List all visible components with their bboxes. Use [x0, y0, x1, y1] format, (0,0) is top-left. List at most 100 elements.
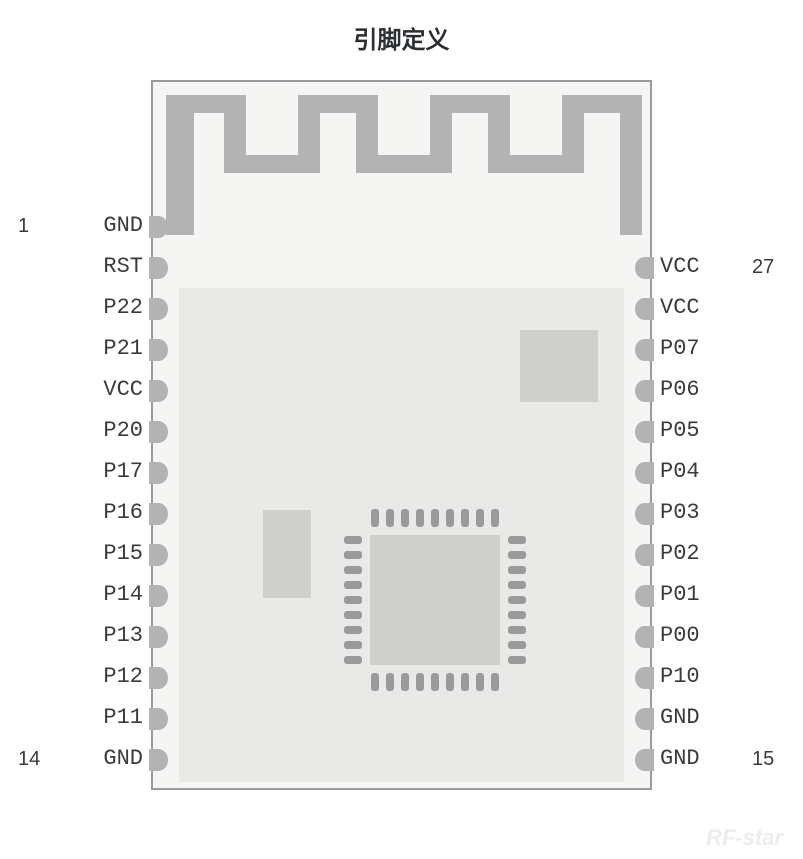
pin-label: GND	[103, 746, 143, 771]
solder-pad	[149, 257, 168, 279]
solder-pad	[635, 462, 654, 484]
chip-pin	[344, 641, 362, 649]
solder-pad	[149, 667, 168, 689]
pin-label: VCC	[103, 377, 143, 402]
pin-label: P02	[660, 541, 700, 566]
solder-pad	[635, 298, 654, 320]
chip-pin	[371, 673, 379, 691]
solder-pad	[149, 585, 168, 607]
chip-pin	[476, 509, 484, 527]
chip-pin	[344, 596, 362, 604]
chip-pin	[401, 673, 409, 691]
pin-label: P06	[660, 377, 700, 402]
solder-pad	[149, 298, 168, 320]
chip-pin	[491, 673, 499, 691]
chip-pin	[386, 673, 394, 691]
solder-pad	[635, 708, 654, 730]
pin-label: VCC	[660, 295, 700, 320]
pin-label: RST	[103, 254, 143, 279]
pin-label: P05	[660, 418, 700, 443]
pin-label: P15	[103, 541, 143, 566]
pin-number: 27	[752, 256, 774, 279]
solder-pad	[635, 339, 654, 361]
chip-die	[370, 535, 500, 665]
solder-pad	[149, 339, 168, 361]
solder-pad	[149, 708, 168, 730]
pin-label: GND	[660, 746, 700, 771]
chip-pin	[371, 509, 379, 527]
chip-pin	[344, 656, 362, 664]
solder-pad	[149, 626, 168, 648]
solder-pad	[635, 667, 654, 689]
solder-pad	[635, 585, 654, 607]
solder-pad	[149, 421, 168, 443]
chip-pin	[508, 536, 526, 544]
title: 引脚定义	[0, 20, 803, 55]
pin-label: P01	[660, 582, 700, 607]
chip-pin	[508, 641, 526, 649]
chip-pin	[344, 611, 362, 619]
pin-label: P17	[103, 459, 143, 484]
chip-pin	[431, 509, 439, 527]
solder-pad	[635, 380, 654, 402]
chip-pin	[344, 566, 362, 574]
watermark: RF-star	[706, 825, 783, 851]
chip-pin	[386, 509, 394, 527]
pin-label: GND	[660, 705, 700, 730]
chip-pin	[461, 673, 469, 691]
pin-label: P22	[103, 295, 143, 320]
solder-pad	[635, 749, 654, 771]
chip-pin	[344, 581, 362, 589]
solder-pad	[149, 216, 168, 238]
chip-pin	[491, 509, 499, 527]
solder-pad	[149, 749, 168, 771]
pin-label: P12	[103, 664, 143, 689]
pin-number: 15	[752, 748, 774, 771]
solder-pad	[149, 462, 168, 484]
solder-pad	[149, 544, 168, 566]
pin-label: VCC	[660, 254, 700, 279]
chip-pin	[508, 581, 526, 589]
pin-label: GND	[103, 213, 143, 238]
solder-pad	[635, 421, 654, 443]
pin-label: P20	[103, 418, 143, 443]
component-block-top-right	[520, 330, 598, 402]
chip-pin	[461, 509, 469, 527]
chip-pin	[446, 673, 454, 691]
solder-pad	[635, 544, 654, 566]
antenna-segment	[620, 95, 642, 235]
pin-label: P14	[103, 582, 143, 607]
pin-label: P07	[660, 336, 700, 361]
chip-pin	[446, 509, 454, 527]
pin-label: P16	[103, 500, 143, 525]
chip-pin	[508, 626, 526, 634]
component-block-mid-left	[263, 510, 311, 598]
solder-pad	[149, 503, 168, 525]
chip-pin	[508, 656, 526, 664]
chip-pin	[401, 509, 409, 527]
antenna-segment	[166, 95, 224, 113]
pin-label: P21	[103, 336, 143, 361]
chip-pin	[416, 673, 424, 691]
chip-pin	[344, 551, 362, 559]
chip-pin	[508, 566, 526, 574]
pin-label: P10	[660, 664, 700, 689]
solder-pad	[149, 380, 168, 402]
pin-label: P00	[660, 623, 700, 648]
solder-pad	[635, 503, 654, 525]
chip-pin	[344, 536, 362, 544]
pin-number: 1	[18, 215, 29, 238]
solder-pad	[635, 626, 654, 648]
chip-pin	[508, 596, 526, 604]
chip-pin	[508, 611, 526, 619]
pin-label: P11	[103, 705, 143, 730]
pin-number: 14	[18, 748, 40, 771]
chip-pin	[508, 551, 526, 559]
chip-pin	[416, 509, 424, 527]
antenna-segment	[166, 95, 194, 235]
chip-pin	[431, 673, 439, 691]
pin-label: P04	[660, 459, 700, 484]
pin-label: P13	[103, 623, 143, 648]
chip-pin	[476, 673, 484, 691]
solder-pad	[635, 257, 654, 279]
